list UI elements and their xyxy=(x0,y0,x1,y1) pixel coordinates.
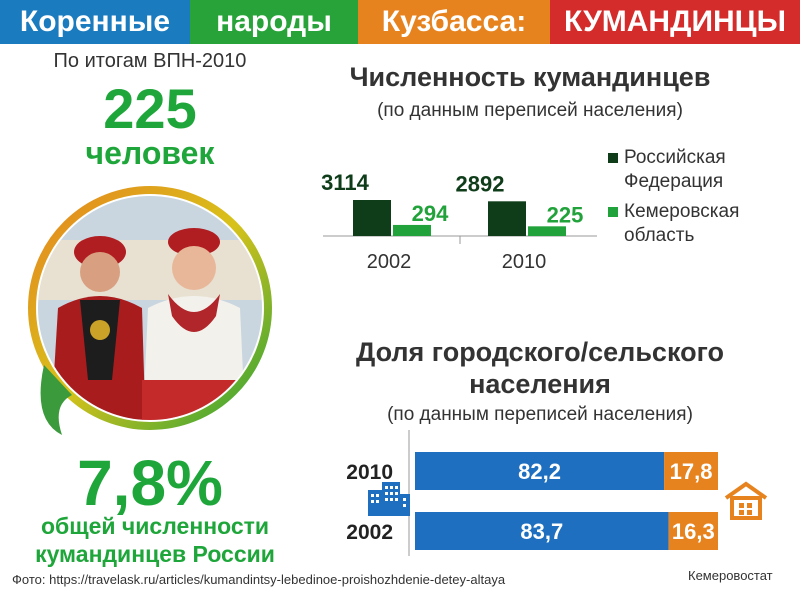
chart2-bar-2010-0 xyxy=(415,452,665,490)
chart1-value-label: 225 xyxy=(547,202,584,227)
chart1-marks: 3114 294 2002 2892 225 2010 xyxy=(321,170,597,273)
chart1-value-label: 3114 xyxy=(321,170,369,195)
chart1-bar-2002-0 xyxy=(353,200,391,236)
share-caption: общей численности кумандинцев России xyxy=(10,512,300,568)
chart2-marks: 2010 82,2 17,8 2002 83,7 16,3 xyxy=(346,430,718,556)
legend-label-rf: Российская Федерация xyxy=(624,147,726,192)
chart1-subtitle: (по данным переписей населения) xyxy=(377,100,683,121)
chart2-bar-2002-0 xyxy=(415,512,669,550)
chart2-subtitle: (по данным переписей населения) xyxy=(387,404,693,425)
chart2-title: Доля городского/сельского населения xyxy=(300,336,780,400)
chart2-plot: 2010 82,2 17,8 2002 83,7 16,3 xyxy=(346,430,768,556)
header-segment-3: Кузбасса: xyxy=(358,0,550,44)
chart2-bar-2010-1 xyxy=(664,452,718,490)
chart1-legend: Российская Федерация Кемеровская область xyxy=(608,146,798,254)
header-segment-2: народы xyxy=(190,0,358,44)
legend-item-rf: Российская Федерация xyxy=(608,146,798,194)
chart1-bar-2010-1 xyxy=(528,226,566,236)
city-buildings-icon xyxy=(368,482,410,516)
chart1-bar-2010-0 xyxy=(488,201,526,236)
chart2-value-label: 16,3 xyxy=(672,519,715,544)
chart2-category-label: 2002 xyxy=(346,521,393,544)
chart2-value-label: 17,8 xyxy=(670,459,713,484)
photo-two-women-icon xyxy=(22,180,272,440)
chart2-value-label: 83,7 xyxy=(520,519,563,544)
chart1-title: Численность кумандинцев xyxy=(349,62,711,92)
population-number: 225 xyxy=(103,77,197,140)
chart1-plot: 3114 294 2002 2892 225 2010 xyxy=(321,170,597,273)
header-segment-4: КУМАНДИНЦЫ xyxy=(550,0,800,44)
legend-swatch-kemerovo xyxy=(608,207,618,217)
photo-credit: Фото: https://travelask.ru/articles/kuma… xyxy=(12,572,506,587)
legend-label-kemerovo: Кемеровская область xyxy=(624,201,740,246)
chart1-bar-2002-1 xyxy=(393,224,431,236)
chart2-title-line1: Доля городского/сельского xyxy=(356,337,724,367)
header-segment-1: Коренные xyxy=(0,0,190,44)
chart2-bar-2002-1 xyxy=(668,512,718,550)
chart2-value-label: 82,2 xyxy=(518,459,561,484)
legend-swatch-rf xyxy=(608,153,618,163)
census-label: По итогам ВПН-2010 xyxy=(53,50,247,72)
house-icon xyxy=(724,481,768,520)
chart1-value-label: 294 xyxy=(412,201,449,226)
source-label: Кемеровостат xyxy=(688,568,773,583)
chart2-title-line2: населения xyxy=(469,369,611,399)
chart1-category-label: 2010 xyxy=(502,251,547,273)
share-caption-line1: общей численности xyxy=(40,513,270,539)
legend-item-kemerovo: Кемеровская область xyxy=(608,200,798,248)
population-unit: человек xyxy=(85,135,215,171)
share-caption-line2: кумандинцев России xyxy=(35,541,275,567)
chart1-value-label: 2892 xyxy=(456,171,505,196)
header-band: Коренные народы Кузбасса: КУМАНДИНЦЫ xyxy=(0,0,800,44)
chart1-category-label: 2002 xyxy=(367,251,412,273)
chart2-category-label: 2010 xyxy=(346,461,393,484)
share-percent: 7,8% xyxy=(77,447,223,519)
